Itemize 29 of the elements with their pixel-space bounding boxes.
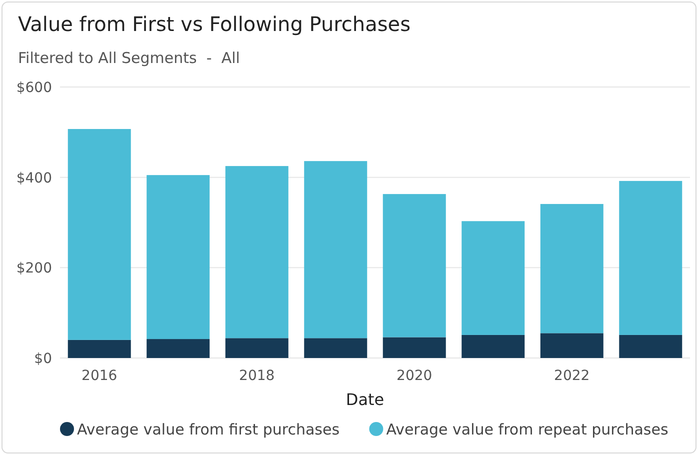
bar — [619, 334, 682, 358]
bar — [619, 180, 682, 335]
bar — [146, 175, 210, 340]
bar — [462, 221, 525, 335]
bar — [304, 161, 368, 338]
x-tick-label: 2022 — [554, 368, 590, 384]
y-tick-label: $0 — [34, 351, 52, 367]
bar — [462, 334, 525, 358]
x-axis-title: Date — [346, 390, 384, 409]
bar — [225, 338, 288, 358]
x-tick-label: 2016 — [82, 368, 118, 384]
chart-title: Value from First vs Following Purchases — [18, 12, 410, 36]
y-tick-label: $600 — [16, 80, 52, 96]
y-tick-label: $400 — [16, 170, 52, 186]
bar — [68, 129, 131, 340]
bar — [225, 166, 288, 338]
bar — [382, 194, 446, 338]
bar — [382, 337, 446, 358]
chart-subtitle: Filtered to All Segments - All — [18, 49, 240, 67]
bar — [304, 338, 368, 358]
y-tick-label: $200 — [16, 260, 52, 277]
x-tick-label: 2020 — [396, 368, 432, 384]
bar — [68, 340, 131, 358]
bar — [540, 333, 604, 358]
bar — [146, 339, 210, 358]
bar — [540, 204, 604, 334]
legend-label: Average value from repeat purchases — [386, 420, 668, 438]
x-tick-label: 2018 — [239, 368, 275, 384]
legend-label: Average value from first purchases — [77, 420, 340, 438]
